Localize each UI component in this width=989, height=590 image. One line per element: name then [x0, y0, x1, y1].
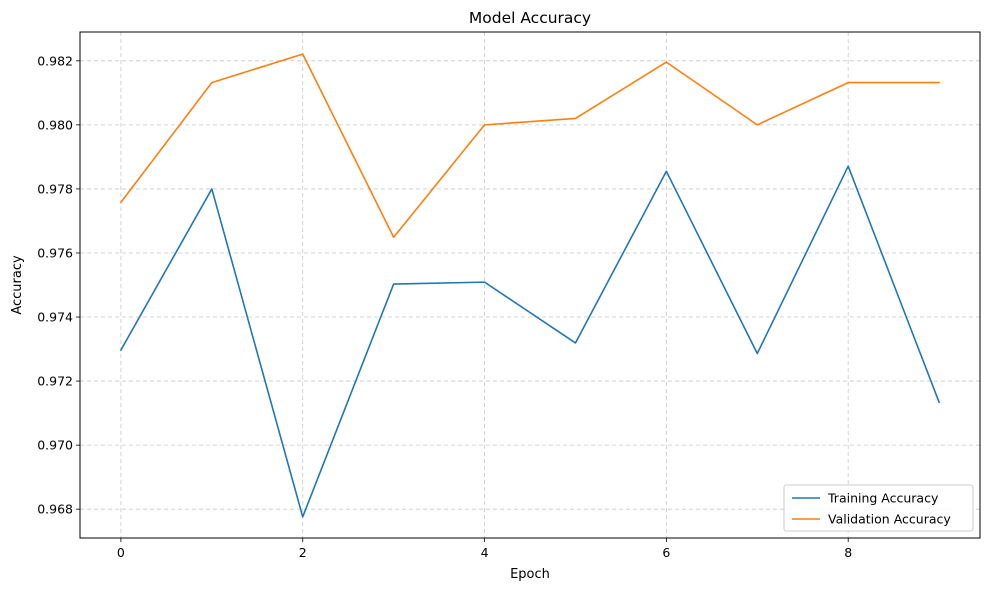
y-tick-label: 0.974 — [37, 310, 73, 325]
y-tick-label: 0.978 — [37, 181, 73, 196]
x-tick-label: 6 — [662, 545, 670, 560]
y-tick-label: 0.972 — [37, 374, 73, 389]
training-accuracy-line — [119, 165, 941, 518]
chart-title: Model Accuracy — [469, 9, 591, 27]
legend-label-validation: Validation Accuracy — [828, 512, 951, 527]
y-tick-label: 0.980 — [37, 117, 73, 132]
y-tick-label: 0.968 — [37, 502, 73, 517]
legend-label-training: Training Accuracy — [827, 491, 939, 506]
x-tick-label: 2 — [299, 545, 307, 560]
validation-accuracy-line — [119, 53, 940, 239]
plot-frame — [79, 31, 981, 539]
axis-ticks: 0 2 4 6 8 0.968 0.970 0.972 0.974 0.976 0.978 0.980… — [37, 53, 852, 560]
legend: Training Accuracy Validation Accuracy — [783, 484, 974, 532]
series-lines — [119, 53, 941, 518]
x-tick-label: 8 — [844, 545, 852, 560]
y-tick-label: 0.982 — [37, 53, 73, 68]
y-axis-label: Accuracy — [10, 255, 25, 315]
grid — [80, 32, 980, 538]
x-tick-label: 0 — [117, 545, 125, 560]
x-tick-label: 4 — [481, 545, 489, 560]
y-tick-label: 0.970 — [37, 438, 73, 453]
legend-box — [783, 484, 974, 532]
y-tick-label: 0.976 — [37, 245, 73, 260]
x-axis-label: Epoch — [510, 567, 550, 582]
